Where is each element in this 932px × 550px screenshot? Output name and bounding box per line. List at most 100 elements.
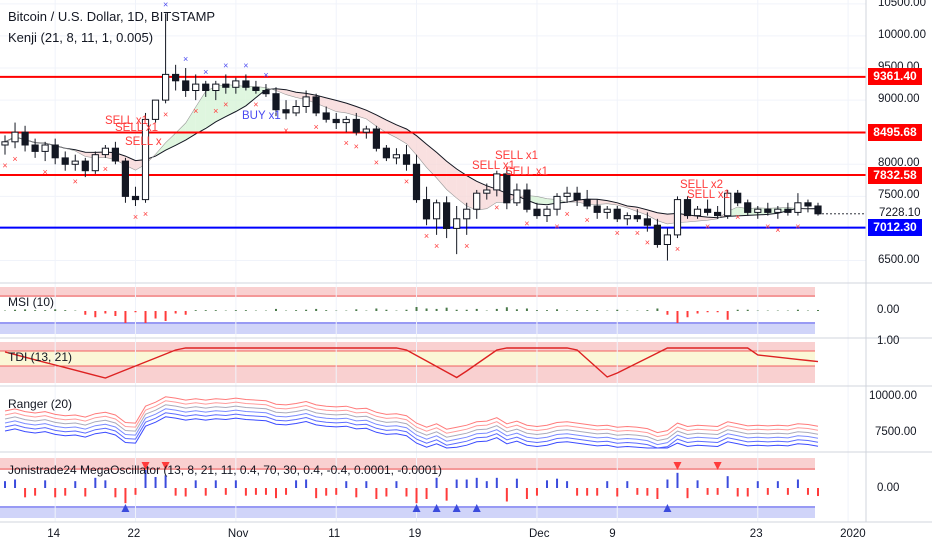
time-tick-label: 2020 xyxy=(840,528,866,540)
signal-markers: × × × × × × × × × × × × × × × × × × × × × × × × × × × × × × × × × × × × × × × ×… xyxy=(2,0,800,254)
candle-body xyxy=(673,199,682,236)
candle-body xyxy=(71,160,79,165)
indicator-title: Kenji (21, 8, 11, 1, 0.005) xyxy=(8,30,154,45)
sell-label: SELL x1 xyxy=(105,115,149,127)
mega-buy-triangle xyxy=(432,504,441,512)
tdi-bottom-band xyxy=(0,366,815,383)
candle-body xyxy=(744,202,752,213)
buy-marker: × xyxy=(243,60,248,70)
price-tick-label: 6500.00 xyxy=(878,253,920,266)
ranger-line xyxy=(4,396,819,434)
ranger-line xyxy=(4,408,819,446)
candle-body xyxy=(322,112,330,120)
candle-body xyxy=(232,80,240,88)
candle-body xyxy=(141,118,150,201)
level-price-tag: 9361.40 xyxy=(868,68,922,86)
sell-marker: × xyxy=(615,228,620,238)
sell-marker: × xyxy=(404,177,409,187)
cloud-segment xyxy=(165,133,176,151)
ranger-axis-value-high: 10000.00 xyxy=(869,390,917,402)
cloud-segment xyxy=(657,212,668,224)
candlestick-series xyxy=(1,13,866,261)
sell-marker: × xyxy=(133,212,138,222)
price-tick-label: 8000.00 xyxy=(878,157,920,170)
ranger-title: Ranger (20) xyxy=(8,397,73,411)
candle-body xyxy=(774,208,782,213)
msi-axis-value: 0.00 xyxy=(877,304,900,316)
sell-label: SELL x xyxy=(125,136,162,148)
cloud-segment xyxy=(155,142,166,157)
cloud-segment xyxy=(426,144,437,179)
candle-body xyxy=(794,202,802,213)
sell-marker: × xyxy=(2,161,7,171)
candle-body xyxy=(192,83,200,91)
candle-body xyxy=(563,192,571,197)
candle-body xyxy=(784,208,792,213)
sell-marker: × xyxy=(143,209,148,219)
cloud-segment xyxy=(456,168,467,206)
candle-body xyxy=(573,192,581,201)
sell-marker: × xyxy=(344,138,349,148)
candle-body xyxy=(734,192,742,204)
candle-body xyxy=(583,199,591,207)
candle-body xyxy=(131,195,140,201)
candle-body xyxy=(151,99,160,120)
candle-body xyxy=(242,80,250,88)
mega-buy-triangle xyxy=(472,504,481,512)
candle-body xyxy=(21,131,29,146)
candle-body xyxy=(212,83,220,91)
candle-body xyxy=(483,189,491,194)
sell-marker: × xyxy=(374,157,379,167)
sell-marker: × xyxy=(775,225,780,235)
mega-sell-triangle xyxy=(713,462,722,470)
sell-marker: × xyxy=(765,222,770,232)
mega-sell-triangle xyxy=(141,462,150,470)
price-tick-label: 9000.00 xyxy=(878,93,920,106)
current-price-label: 7228.10 xyxy=(879,206,921,219)
sell-marker: × xyxy=(494,202,499,212)
tdi-axis-value: 1.00 xyxy=(877,335,900,347)
cloud-segment xyxy=(687,214,698,223)
indicator-bands xyxy=(0,287,815,518)
candle-body xyxy=(362,128,370,133)
oscillator-series xyxy=(4,307,819,512)
cloud-segment xyxy=(647,209,658,221)
chart-title: Bitcoin / U.S. Dollar, 1D, BITSTAMP xyxy=(8,9,216,24)
tdi-title: TDI (13, 21) xyxy=(8,350,73,364)
candle-body xyxy=(172,73,180,82)
candle-body xyxy=(41,144,49,152)
sell-marker: × xyxy=(675,244,680,254)
sell-marker: × xyxy=(73,177,78,187)
cloud-segment xyxy=(406,128,417,156)
cloud-segment xyxy=(205,86,216,129)
sell-marker: × xyxy=(223,100,228,110)
candle-body xyxy=(804,202,812,207)
candle-body xyxy=(332,118,340,124)
kenji-fast-line xyxy=(4,84,819,225)
candle-body xyxy=(683,199,692,217)
kenji-cloud xyxy=(4,84,819,225)
candle-body xyxy=(412,163,421,201)
candle-body xyxy=(493,173,501,191)
time-tick-label: Dec xyxy=(529,528,550,540)
candle-body xyxy=(61,157,69,165)
price-tick-label: 10500.00 xyxy=(878,0,926,9)
sell-marker: × xyxy=(354,141,359,151)
cloud-segment xyxy=(195,91,206,134)
sell-marker: × xyxy=(283,125,288,135)
candle-body xyxy=(402,154,411,165)
pane-frames xyxy=(0,0,932,523)
tdi-top-band xyxy=(0,342,815,351)
candle-body xyxy=(653,224,661,245)
candle-body xyxy=(764,208,772,213)
cloud-segment xyxy=(276,88,287,95)
mega-buy-triangle xyxy=(121,504,130,512)
candle-body xyxy=(623,215,631,220)
candle-body xyxy=(523,189,531,210)
sell-label: SELL x1 xyxy=(472,160,516,172)
sell-marker: × xyxy=(103,164,108,174)
cloud-segment xyxy=(446,161,457,199)
candle-body xyxy=(342,118,350,124)
cloud-segment xyxy=(536,196,547,205)
candle-body xyxy=(282,109,290,114)
